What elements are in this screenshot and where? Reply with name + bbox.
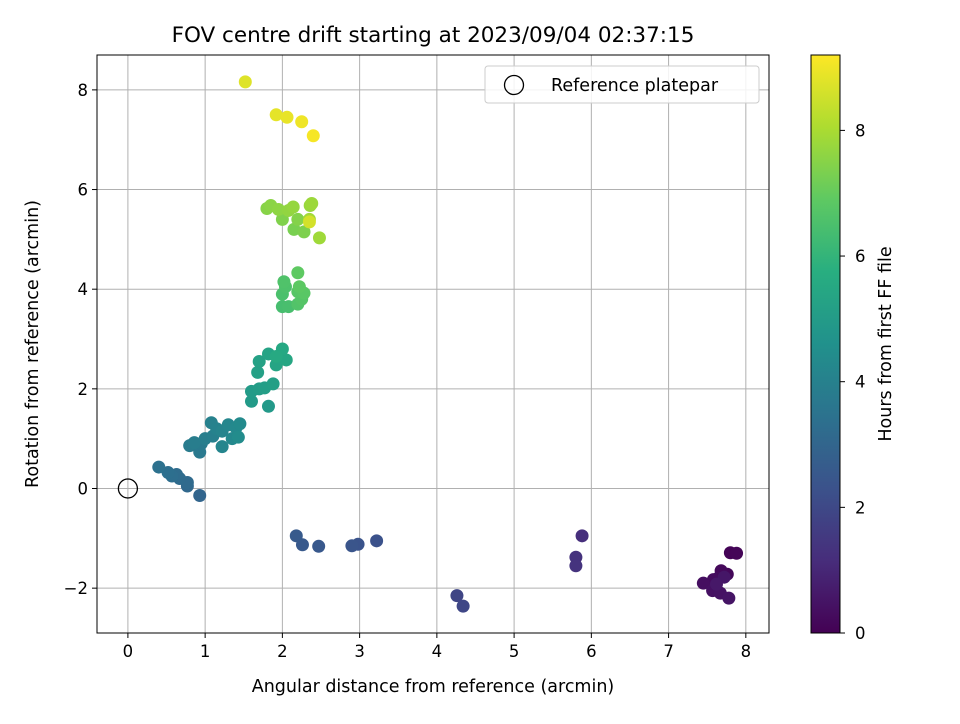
data-point	[306, 129, 320, 143]
y-tick-label: 8	[78, 81, 89, 100]
colorbar-tick-label: 4	[855, 373, 866, 392]
x-tick-label: 6	[586, 642, 597, 661]
reference-platepar-marker	[117, 478, 139, 499]
legend-box	[484, 65, 760, 104]
y-tick-label: 0	[78, 480, 89, 499]
data-point	[305, 196, 319, 210]
data-point	[456, 599, 470, 613]
colorbar-tick-label: 0	[855, 624, 866, 643]
colorbar-tick-label: 6	[855, 247, 866, 266]
data-point	[291, 212, 305, 226]
x-axis-ticks: 0 1 2 3 4 5 6 7 8	[123, 633, 751, 661]
data-point	[280, 110, 294, 124]
data-point	[266, 377, 280, 391]
data-point	[569, 559, 583, 573]
data-point	[291, 266, 305, 280]
data-point	[302, 215, 316, 229]
data-point	[231, 430, 245, 444]
colorbar-tick-label: 8	[855, 121, 866, 140]
data-point	[709, 577, 723, 591]
y-axis-label: Rotation from reference (arcmin)	[23, 200, 43, 488]
data-point	[312, 231, 326, 245]
data-point	[261, 399, 275, 413]
colorbar-tick-label: 2	[855, 498, 866, 517]
data-point	[279, 353, 293, 367]
data-point	[272, 202, 286, 216]
data-point	[152, 460, 166, 474]
y-tick-label: 4	[78, 280, 89, 299]
colorbar-ticks: 0 2 4 6 8	[840, 121, 866, 643]
data-point	[187, 436, 201, 450]
data-point	[238, 75, 252, 89]
y-axis-ticks: −2 0 2 4 6 8	[64, 81, 97, 598]
data-point	[233, 417, 247, 431]
reference-legend-icon	[503, 74, 525, 96]
legend: Reference platepar	[484, 65, 760, 104]
y-tick-label: −2	[64, 579, 88, 598]
grid	[97, 55, 769, 633]
data-point	[450, 589, 464, 603]
data-point	[287, 222, 301, 236]
data-point	[244, 394, 258, 408]
x-tick-label: 8	[741, 642, 752, 661]
data-point	[193, 488, 207, 502]
data-point	[696, 576, 710, 590]
data-point	[722, 591, 736, 605]
data-point	[297, 225, 311, 239]
data-point	[370, 534, 384, 548]
reference-marker-group	[117, 478, 139, 499]
data-point	[289, 529, 303, 543]
data-point	[730, 546, 744, 560]
colorbar-label: Hours from first FF file	[876, 246, 896, 441]
x-axis-label: Angular distance from reference (arcmin)	[252, 677, 615, 697]
chart-title: FOV centre drift starting at 2023/09/04 …	[172, 23, 695, 48]
data-point	[292, 280, 306, 294]
x-tick-label: 2	[277, 642, 288, 661]
plot-frame	[96, 54, 770, 634]
data-point	[251, 365, 265, 379]
data-point	[575, 529, 589, 543]
colorbar-gradient	[810, 54, 841, 634]
data-point	[269, 108, 283, 122]
x-tick-label: 4	[432, 642, 443, 661]
data-point	[312, 539, 326, 553]
data-point	[345, 539, 359, 553]
data-points	[152, 75, 744, 613]
data-point	[215, 440, 229, 454]
y-tick-label: 2	[78, 380, 89, 399]
data-point	[277, 275, 291, 289]
data-point	[252, 354, 266, 368]
colorbar: 0 2 4 6 8 Hours from first FF file	[810, 54, 896, 643]
legend-entry-reference: Reference platepar	[551, 76, 719, 96]
data-point	[269, 349, 283, 363]
x-tick-label: 3	[354, 642, 365, 661]
data-point	[286, 200, 300, 214]
x-tick-label: 1	[200, 642, 211, 661]
x-tick-label: 5	[509, 642, 520, 661]
y-tick-label: 6	[78, 181, 89, 200]
data-point	[295, 115, 309, 129]
x-tick-label: 7	[663, 642, 674, 661]
x-tick-label: 0	[123, 642, 134, 661]
